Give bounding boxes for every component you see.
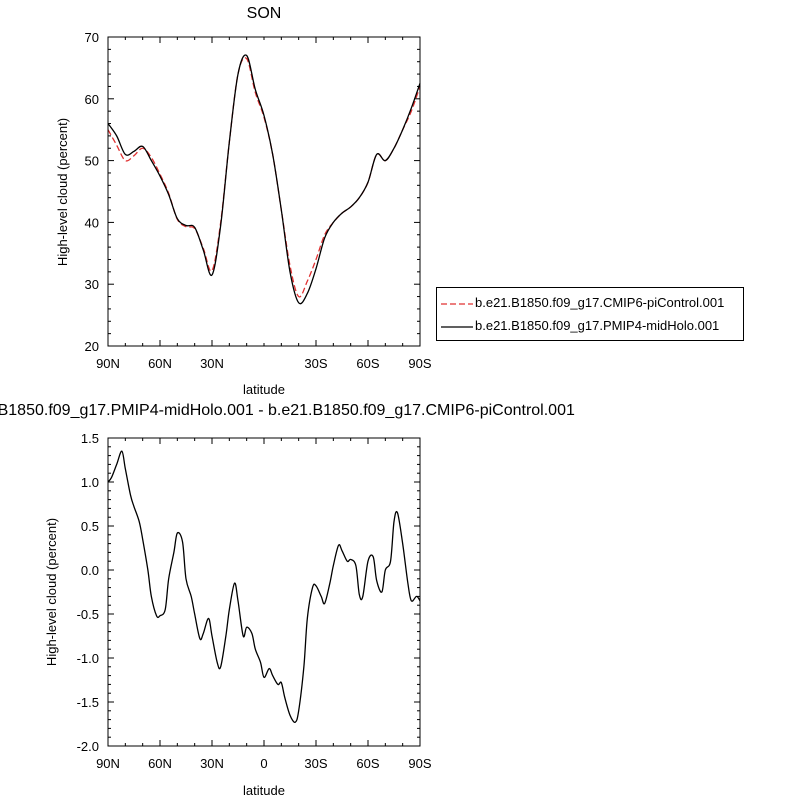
top-ytick-label: 70	[85, 30, 99, 45]
bottom-series-line-0	[107, 450, 421, 723]
top-chart-xlabel: latitude	[243, 382, 285, 397]
bottom-ytick-label: 0.5	[81, 519, 99, 534]
top-xtick-label: 30S	[304, 356, 327, 371]
bottom-chart-xlabel: latitude	[243, 783, 285, 798]
top-ytick-label: 40	[85, 215, 99, 230]
top-xtick-label: 60N	[148, 356, 172, 371]
legend-label-midholo: b.e21.B1850.f09_g17.PMIP4-midHolo.001	[475, 318, 720, 333]
top-chart-panel: SON latitude High-level cloud (percent) …	[55, 5, 432, 397]
legend-entry-midholo: b.e21.B1850.f09_g17.PMIP4-midHolo.001	[437, 316, 743, 336]
legend-swatch-picontrol	[441, 303, 473, 305]
top-ytick-label: 20	[85, 339, 99, 354]
bottom-ytick-label: -0.5	[77, 607, 99, 622]
bottom-xtick-label: 90N	[96, 756, 120, 771]
top-xtick-label: 90S	[408, 356, 431, 371]
bottom-ytick-label: 0.0	[81, 563, 99, 578]
bottom-xtick-label: 60N	[148, 756, 172, 771]
top-xtick-label: 60S	[356, 356, 379, 371]
top-series-line-1	[107, 54, 421, 305]
top-ytick-label: 60	[85, 92, 99, 107]
legend-label-picontrol: b.e21.B1850.f09_g17.CMIP6-piControl.001	[475, 295, 725, 310]
bottom-xtick-label: 30N	[200, 756, 224, 771]
legend-swatch-midholo	[441, 326, 473, 328]
bottom-chart-title: b.e21.B1850.f09_g17.PMIP4-midHolo.001 - …	[0, 402, 575, 419]
top-chart-legend: b.e21.B1850.f09_g17.CMIP6-piControl.001 …	[436, 287, 744, 341]
legend-entry-picontrol: b.e21.B1850.f09_g17.CMIP6-piControl.001	[437, 293, 743, 313]
top-chart-ylabel: High-level cloud (percent)	[55, 118, 70, 266]
top-xtick-label: 90N	[96, 356, 120, 371]
bottom-chart-plot-frame	[107, 437, 421, 747]
top-chart-title: SON	[247, 5, 282, 22]
bottom-xtick-label: 30S	[304, 756, 327, 771]
top-xtick-label: 30N	[200, 356, 224, 371]
top-chart-plot-frame	[107, 36, 421, 347]
top-series-line-0	[107, 57, 421, 298]
bottom-chart-ylabel: High-level cloud (percent)	[44, 518, 59, 666]
bottom-xtick-label: 90S	[408, 756, 431, 771]
bottom-xtick-label: 0	[260, 756, 267, 771]
bottom-ytick-label: -2.0	[77, 739, 99, 754]
bottom-ytick-label: -1.0	[77, 651, 99, 666]
bottom-ytick-label: 1.0	[81, 475, 99, 490]
bottom-ytick-label: 1.5	[81, 431, 99, 446]
bottom-xtick-label: 60S	[356, 756, 379, 771]
bottom-chart-panel: b.e21.B1850.f09_g17.PMIP4-midHolo.001 - …	[0, 402, 575, 798]
bottom-ytick-label: -1.5	[77, 695, 99, 710]
top-ytick-label: 50	[85, 154, 99, 169]
top-ytick-label: 30	[85, 277, 99, 292]
